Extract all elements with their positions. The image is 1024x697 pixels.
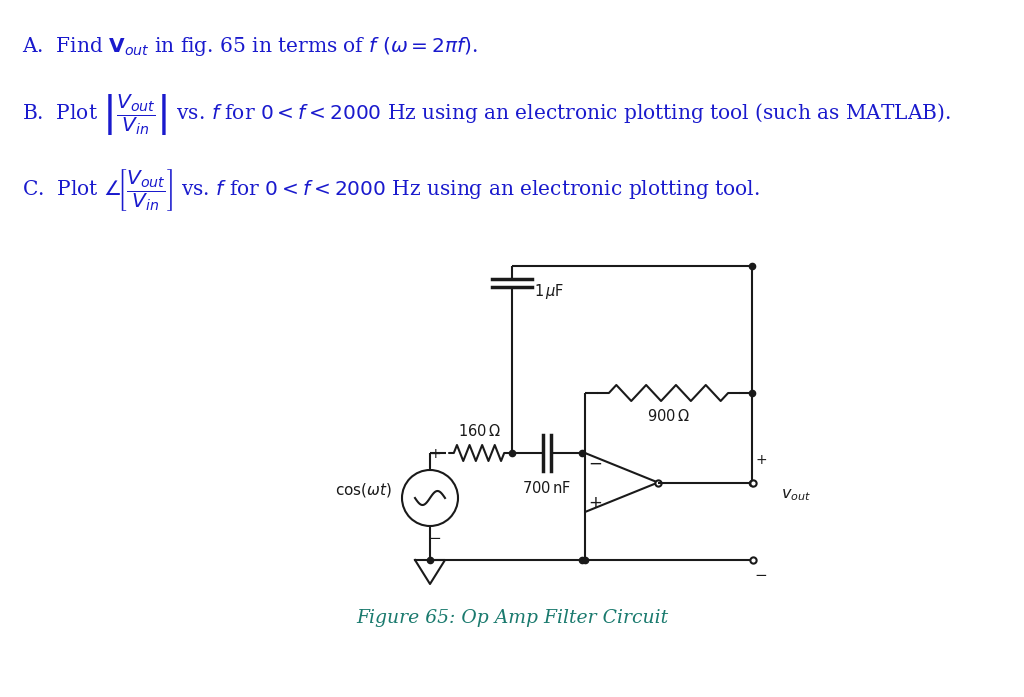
Text: $+$: $+$ [755,454,767,468]
Text: $-$: $-$ [588,454,602,472]
Text: B.  Plot $\left|\dfrac{V_{out}}{V_{in}}\right|$ vs. $f$ for $0 < f < 2000$ Hz us: B. Plot $\left|\dfrac{V_{out}}{V_{in}}\r… [22,92,951,137]
Text: A.  Find $\mathbf{V}_{out}$ in fig. 65 in terms of $f$ $(\omega = 2\pi f)$.: A. Find $\mathbf{V}_{out}$ in fig. 65 in… [22,35,478,58]
Text: $-$: $-$ [428,529,441,544]
Text: $900\,\Omega$: $900\,\Omega$ [647,408,690,424]
Text: $v_{out}$: $v_{out}$ [781,486,811,503]
Text: $160\,\Omega$: $160\,\Omega$ [458,423,501,439]
Text: $+$: $+$ [588,494,602,512]
Text: $700\,\mathrm{nF}$: $700\,\mathrm{nF}$ [522,480,571,496]
Text: C.  Plot $\angle\!\left[\dfrac{V_{out}}{V_{in}}\right]$ vs. $f$ for $0 < f < 200: C. Plot $\angle\!\left[\dfrac{V_{out}}{V… [22,167,760,213]
Text: $+$: $+$ [429,447,441,461]
Text: $1\,\mu\mathrm{F}$: $1\,\mu\mathrm{F}$ [534,282,564,300]
Text: Figure 65: Op Amp Filter Circuit: Figure 65: Op Amp Filter Circuit [356,609,668,627]
Text: $-$: $-$ [755,566,768,581]
Text: $\cos(\omega t)$: $\cos(\omega t)$ [335,481,392,499]
